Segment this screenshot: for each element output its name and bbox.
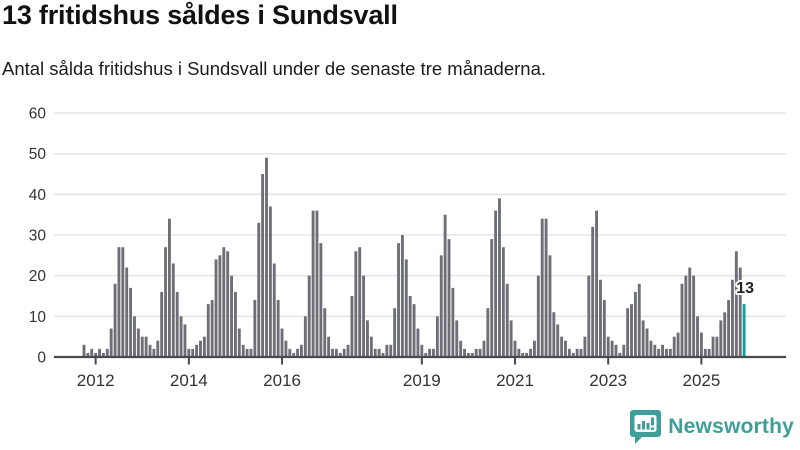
svg-text:2016: 2016: [263, 371, 301, 390]
svg-text:2021: 2021: [496, 371, 534, 390]
svg-text:2025: 2025: [682, 371, 720, 390]
svg-text:13: 13: [736, 280, 754, 297]
svg-text:40: 40: [29, 187, 47, 204]
y-axis-labels: 0 10 20 30 40 50 60: [29, 106, 47, 367]
svg-text:60: 60: [29, 106, 47, 123]
svg-text:2012: 2012: [77, 371, 115, 390]
chart-title: 13 fritidshus såldes i Sundsvall: [2, 0, 398, 30]
newsworthy-logo: Newsworthy: [630, 410, 794, 444]
svg-text:10: 10: [29, 309, 47, 326]
svg-text:2023: 2023: [589, 371, 627, 390]
y-gridlines: [54, 112, 786, 317]
x-axis: 2012 2014 2016 2019 2021 2023 2025: [54, 355, 786, 390]
bars: [82, 157, 746, 357]
brand-name: Newsworthy: [668, 415, 794, 438]
svg-text:2019: 2019: [403, 371, 441, 390]
highlight-label: 13: [734, 278, 756, 299]
svg-text:50: 50: [29, 146, 47, 163]
chart-subtitle: Antal sålda fritidshus i Sundsvall under…: [2, 58, 547, 79]
svg-text:20: 20: [29, 268, 47, 285]
svg-text:30: 30: [29, 228, 47, 245]
svg-text:0: 0: [37, 350, 46, 367]
bar-chart-speech-bubble-icon: [630, 410, 662, 444]
svg-text:2014: 2014: [170, 371, 208, 390]
